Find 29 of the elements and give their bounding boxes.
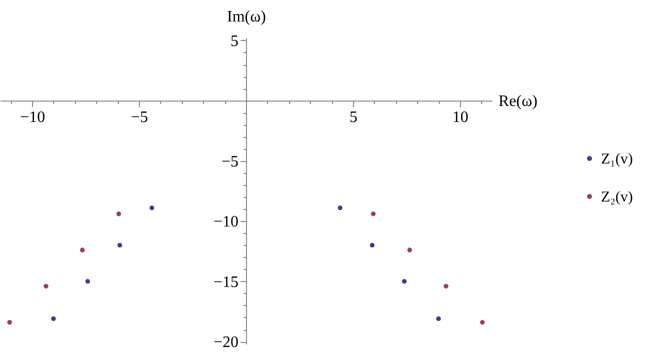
point (402, 279, 407, 284)
x-tick-label: 5 (349, 109, 358, 126)
y-tick-label: −10 (213, 214, 238, 231)
point (436, 316, 441, 322)
y-tick-label: −20 (213, 334, 238, 352)
point (51, 316, 56, 322)
x-tick-label: −10 (20, 109, 46, 126)
y-tick-label: −5 (221, 153, 238, 170)
y-axis-title: Im(ω) (227, 8, 266, 26)
point (85, 279, 90, 284)
point (444, 284, 448, 289)
legend-label: Z₁(v) (601, 152, 633, 168)
point (7, 320, 12, 325)
legend-label: Z₂(v) (601, 190, 633, 206)
y-tick-label: 5 (230, 32, 238, 50)
point (150, 206, 154, 210)
point (117, 242, 122, 248)
point (407, 248, 412, 252)
y-tick-label: −15 (213, 274, 238, 291)
point (44, 284, 48, 289)
x-tick-label: −5 (131, 109, 148, 126)
point (116, 212, 122, 216)
point (370, 212, 376, 216)
x-axis-title: Re(ω) (498, 93, 538, 110)
point (338, 206, 342, 210)
point (480, 320, 485, 325)
x-tick-label: 10 (452, 109, 468, 126)
point (370, 242, 375, 248)
point (80, 248, 85, 252)
